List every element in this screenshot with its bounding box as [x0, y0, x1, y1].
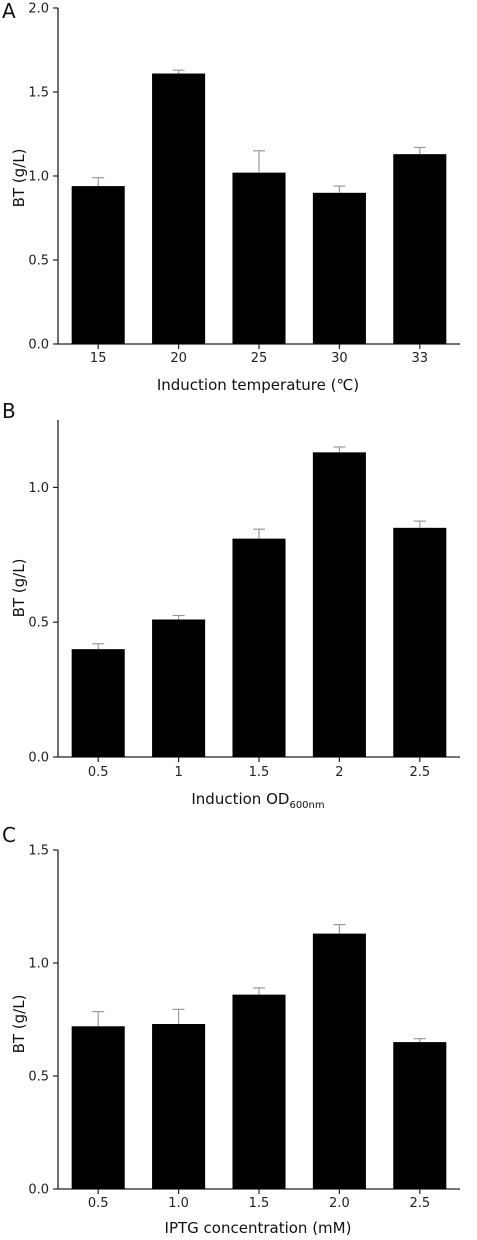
- panel-a-bar: [152, 73, 206, 345]
- panel-a-x-tick-label: 30: [331, 351, 348, 366]
- panel-c: C BT (g/L) IPTG concentration (mM) 0.00.…: [2, 823, 460, 1237]
- panel-a-ylabel: BT (g/L): [10, 149, 28, 208]
- panel-a-x-tick-label: 33: [412, 351, 429, 366]
- panel-c-x-tick-label: 2.5: [409, 1196, 430, 1211]
- panel-a-bar: [71, 186, 125, 344]
- panel-b-bar: [232, 538, 286, 757]
- panel-b-xlabel-subscript: 600nm: [289, 800, 324, 811]
- panel-b-bar: [393, 527, 447, 757]
- panel-a-y-axis-title: BT (g/L): [10, 149, 28, 208]
- panel-a-y-tick-label: 0.0: [28, 338, 49, 353]
- panel-c-x-tick-label: 1.0: [168, 1196, 189, 1211]
- panel-b-x-tick-label: 2.5: [409, 765, 430, 780]
- panel-a-bar: [232, 172, 286, 344]
- panel-b-y-tick-label: 0.0: [28, 751, 49, 766]
- panel-c-x-tick-label: 2.0: [329, 1196, 350, 1211]
- panel-c-x-tick-label: 0.5: [88, 1196, 109, 1211]
- panel-c-xlabel: IPTG concentration (mM): [165, 1219, 352, 1237]
- panel-b-bar: [312, 452, 366, 757]
- panel-c-bar: [71, 1026, 125, 1189]
- panel-b-marks: 0.0 0.5 1.0 0.5 1 1.5 2 2.5: [28, 420, 460, 780]
- panel-c-label: C: [2, 823, 16, 847]
- panel-a-y-tick-label: 2.0: [28, 2, 49, 17]
- panel-c-y-axis-title: BT (g/L): [10, 995, 28, 1054]
- panel-b-xlabel-main: Induction OD: [191, 790, 289, 808]
- panel-a-bar: [393, 154, 447, 344]
- panel-b-bar: [152, 619, 206, 757]
- panel-c-y-tick-label: 1.0: [28, 957, 49, 972]
- panel-b-x-tick-label: 1.5: [249, 765, 270, 780]
- panel-a-y-tick-label: 1.5: [28, 86, 49, 101]
- panel-c-bar: [393, 1042, 447, 1189]
- panel-b-x-tick-label: 2: [335, 765, 343, 780]
- panel-a-label: A: [2, 0, 16, 23]
- panel-a-x-tick-label: 15: [90, 351, 107, 366]
- panel-b-x-tick-label: 1: [174, 765, 182, 780]
- panel-b-label: B: [2, 399, 16, 423]
- panel-b-y-tick-label: 1.0: [28, 481, 49, 496]
- panel-a-y-tick-label: 0.5: [28, 254, 49, 269]
- panel-c-y-tick-label: 0.0: [28, 1183, 49, 1198]
- panel-c-marks: 0.0 0.5 1.0 1.5 0.5 1.0 1.5 2.0 2.5: [28, 844, 460, 1211]
- panel-c-y-tick-label: 0.5: [28, 1070, 49, 1085]
- panel-c-y-tick-label: 1.5: [28, 844, 49, 859]
- panel-c-bar: [312, 933, 366, 1189]
- panel-a-x-tick-label: 25: [251, 351, 268, 366]
- panel-b-bar: [71, 649, 125, 757]
- panel-c-x-tick-label: 1.5: [249, 1196, 270, 1211]
- panel-a-xlabel: Induction temperature (℃): [157, 376, 359, 394]
- panel-c-ylabel: BT (g/L): [10, 995, 28, 1054]
- panel-c-bar: [232, 994, 286, 1189]
- panel-b-ylabel: BT (g/L): [10, 559, 28, 618]
- panel-a-x-tick-label: 20: [170, 351, 187, 366]
- panel-b-xlabel: Induction OD600nm: [191, 790, 324, 811]
- panel-b-y-tick-label: 0.5: [28, 616, 49, 631]
- panel-a: A BT (g/L) Induction temperature (℃) 0.0…: [2, 0, 460, 394]
- panel-a-marks: 0.0 0.5 1.0 1.5 2.0 15 20 25 30 33: [28, 2, 460, 366]
- panel-b: B BT (g/L) Induction OD600nm 0.00.51.00.…: [2, 399, 460, 811]
- panel-b-x-tick-label: 0.5: [88, 765, 109, 780]
- panel-c-bar: [152, 1024, 206, 1189]
- panel-a-bar: [312, 192, 366, 344]
- panel-b-y-axis-title: BT (g/L): [10, 559, 28, 618]
- panel-a-y-tick-label: 1.0: [28, 170, 49, 185]
